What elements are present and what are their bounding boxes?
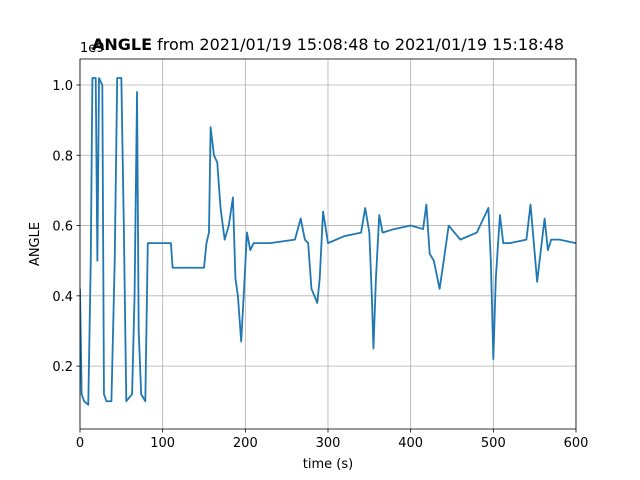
x-tick-label: 600 [564, 436, 589, 451]
data-line [80, 77, 576, 406]
y-offset-label: 1e9 [80, 41, 105, 56]
y-tick-label: 0.6 [52, 220, 73, 235]
x-tick-label: 100 [150, 436, 175, 451]
y-tick-label: 0.2 [52, 360, 73, 375]
x-tick-label: 500 [481, 436, 506, 451]
x-tick-label: 400 [398, 436, 423, 451]
x-tick-label: 300 [316, 436, 341, 451]
chart-title: ANGLE from 2021/01/19 15:08:48 to 2021/0… [92, 35, 564, 54]
y-tick-label: 1.0 [52, 79, 73, 94]
title-variable: ANGLE [92, 35, 152, 54]
x-axis-label: time (s) [303, 457, 353, 472]
x-tick-label: 0 [76, 436, 84, 451]
plot-frame [79, 58, 577, 430]
y-tick-label: 0.8 [52, 149, 73, 164]
y-axis-label: ANGLE [28, 222, 43, 266]
y-tick-label: 0.4 [52, 290, 73, 305]
title-range: from 2021/01/19 15:08:48 to 2021/01/19 1… [157, 35, 564, 54]
x-tick-label: 200 [233, 436, 258, 451]
